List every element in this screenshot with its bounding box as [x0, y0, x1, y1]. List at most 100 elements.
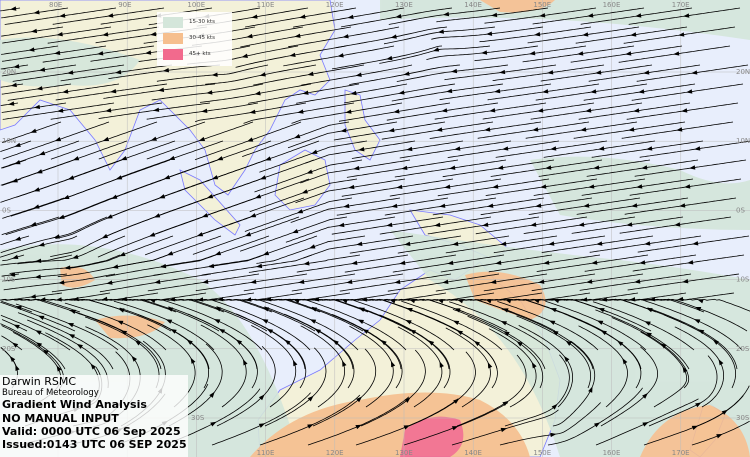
lon-label-top: 100E	[187, 1, 205, 9]
streamline-arrow	[480, 50, 488, 55]
lon-label-top: 80E	[49, 1, 62, 9]
streamline-arrow	[210, 421, 217, 427]
lon-label-top: 90E	[118, 1, 131, 9]
streamline-arrow	[14, 142, 21, 147]
streamline-arrow	[686, 89, 693, 94]
streamline-arrow	[642, 422, 649, 427]
streamline-arrow	[694, 306, 702, 312]
streamline-arrow	[548, 241, 555, 246]
streamline-arrow	[540, 184, 547, 189]
streamline-arrow	[209, 391, 215, 398]
streamline-arrow	[345, 109, 352, 114]
streamline-arrow	[13, 64, 20, 69]
streamline-arrow	[444, 184, 451, 189]
speed-15-30	[530, 156, 750, 230]
streamline	[1, 335, 23, 351]
streamline-arrow	[577, 51, 584, 56]
streamline-arrow	[639, 260, 646, 265]
streamline-arrow	[251, 14, 258, 19]
streamline-arrow	[694, 146, 701, 151]
streamline-arrow	[694, 319, 701, 324]
streamline-arrow	[485, 31, 493, 36]
streamline-arrow	[249, 109, 256, 114]
streamline-arrow	[622, 358, 628, 365]
lon-label-top: 140E	[464, 1, 482, 9]
streamline-arrow	[157, 87, 165, 93]
streamline	[1, 64, 77, 77]
streamline-arrow	[596, 320, 604, 325]
streamline-arrow	[68, 333, 75, 339]
streamline	[0, 7, 21, 12]
lat-label-left: 30S	[191, 414, 205, 422]
streamline-arrow	[163, 175, 171, 180]
streamline-arrow	[487, 362, 493, 369]
streamline-arrow	[33, 104, 41, 110]
streamline-arrow	[529, 51, 536, 56]
streamline-arrow	[594, 422, 601, 428]
streamline-arrow	[115, 175, 123, 180]
streamline-arrow	[10, 82, 17, 88]
streamline-arrow	[144, 50, 152, 55]
streamline-arrow	[449, 165, 456, 170]
streamline-arrow	[38, 315, 45, 320]
streamline-arrow	[150, 31, 157, 37]
streamline-arrow	[390, 360, 396, 368]
streamline-arrow	[442, 11, 450, 17]
streamline-arrow	[158, 194, 166, 199]
streamline-arrow	[403, 71, 410, 76]
streamline-arrow	[254, 91, 261, 96]
streamline-arrow	[307, 71, 314, 77]
lat-label-left: 10S	[2, 276, 16, 284]
streamline-arrow	[350, 90, 357, 96]
streamline	[2, 159, 27, 169]
streamline-arrow	[338, 222, 345, 228]
streamline-arrow	[337, 53, 344, 58]
lat-label-right: 0S	[736, 206, 745, 214]
lat-label-left: 20N	[2, 68, 16, 76]
streamline-arrow	[530, 222, 537, 227]
streamline-arrow	[214, 251, 222, 256]
streamline-arrow	[550, 432, 557, 438]
speed-45-plus	[400, 416, 464, 457]
streamline-arrow	[245, 297, 252, 302]
streamline-arrow	[502, 400, 509, 407]
streamline-arrow	[299, 14, 306, 19]
streamline-arrow	[388, 127, 395, 133]
lon-label-top: 150E	[533, 1, 551, 9]
streamline-arrow	[646, 146, 653, 151]
streamline-arrow	[294, 33, 301, 38]
streamline-arrow	[261, 319, 269, 324]
streamline-arrow	[484, 127, 491, 132]
streamline-arrow	[309, 244, 316, 249]
streamline-arrow	[552, 330, 559, 336]
streamline-arrow	[34, 274, 41, 279]
streamline-arrow	[356, 396, 363, 403]
streamline-arrow	[628, 127, 635, 132]
streamline-arrow	[314, 328, 321, 334]
streamline-arrow	[638, 89, 645, 94]
streamline-arrow	[165, 319, 173, 324]
streamline-arrow	[302, 90, 309, 95]
streamline-arrow	[585, 108, 592, 113]
streamline-arrow	[76, 343, 83, 349]
streamline-arrow	[216, 156, 224, 161]
streamline-arrow	[12, 342, 19, 348]
streamline-arrow	[436, 127, 443, 132]
streamline-arrow	[206, 90, 213, 95]
streamline	[1, 102, 67, 113]
streamline-arrow	[452, 320, 460, 326]
streamline-arrow	[342, 360, 347, 367]
legend-label: 45+ kts	[189, 51, 211, 57]
streamline-arrow	[134, 340, 141, 346]
streamline-arrow	[36, 86, 43, 91]
streamline-arrow	[111, 194, 118, 199]
streamline-arrow	[358, 146, 365, 152]
streamline-arrow	[580, 127, 587, 132]
streamline-arrow	[578, 222, 585, 227]
streamline-arrow	[494, 88, 501, 94]
lon-label-bottom: 110E	[257, 449, 275, 457]
streamline-arrow	[342, 34, 349, 39]
streamline-arrow	[598, 308, 605, 313]
